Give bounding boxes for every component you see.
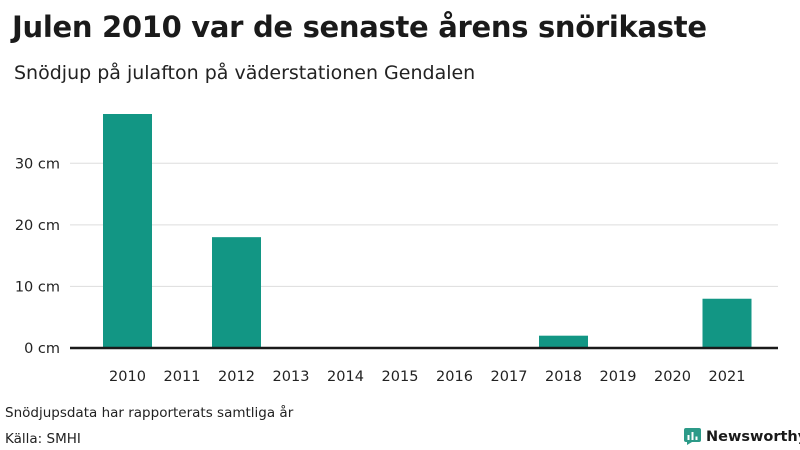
x-tick-label: 2015	[382, 369, 419, 385]
bar-chart: 0 cm 10 cm 20 cm 30 cm 2010 2011 2012 2013 2014 2…	[15, 114, 778, 385]
x-tick-label: 2013	[273, 369, 310, 385]
x-tick-label: 2021	[709, 369, 746, 385]
y-tick-label: 10 cm	[15, 279, 60, 295]
y-tick-label: 30 cm	[15, 156, 60, 172]
bar	[539, 335, 588, 348]
x-tick-label: 2011	[164, 369, 201, 385]
brand-logo: Newsworthy	[684, 428, 800, 445]
x-tick-label: 2014	[327, 369, 364, 385]
source-note: Källa: SMHI	[5, 431, 81, 447]
chart-subtitle: Snödjup på julafton på väderstationen Ge…	[14, 62, 476, 84]
x-tick-label: 2012	[218, 369, 255, 385]
x-tick-label: 2018	[545, 369, 582, 385]
newsworthy-logo-icon	[684, 428, 701, 445]
x-tick-label: 2020	[654, 369, 691, 385]
chart-title: Julen 2010 var de senaste årens snörikas…	[12, 10, 707, 44]
y-tick-label: 20 cm	[15, 218, 60, 234]
x-tick-label: 2019	[600, 369, 637, 385]
footnote: Snödjupsdata har rapporterats samtliga å…	[5, 405, 294, 421]
x-tick-label: 2010	[109, 369, 146, 385]
x-tick-label: 2017	[491, 369, 528, 385]
y-tick-label: 0 cm	[24, 341, 60, 357]
bar	[702, 298, 752, 348]
x-tick-label: 2016	[436, 369, 473, 385]
bar	[103, 114, 152, 348]
bar	[212, 237, 261, 348]
brand-name: Newsworthy	[706, 428, 800, 445]
